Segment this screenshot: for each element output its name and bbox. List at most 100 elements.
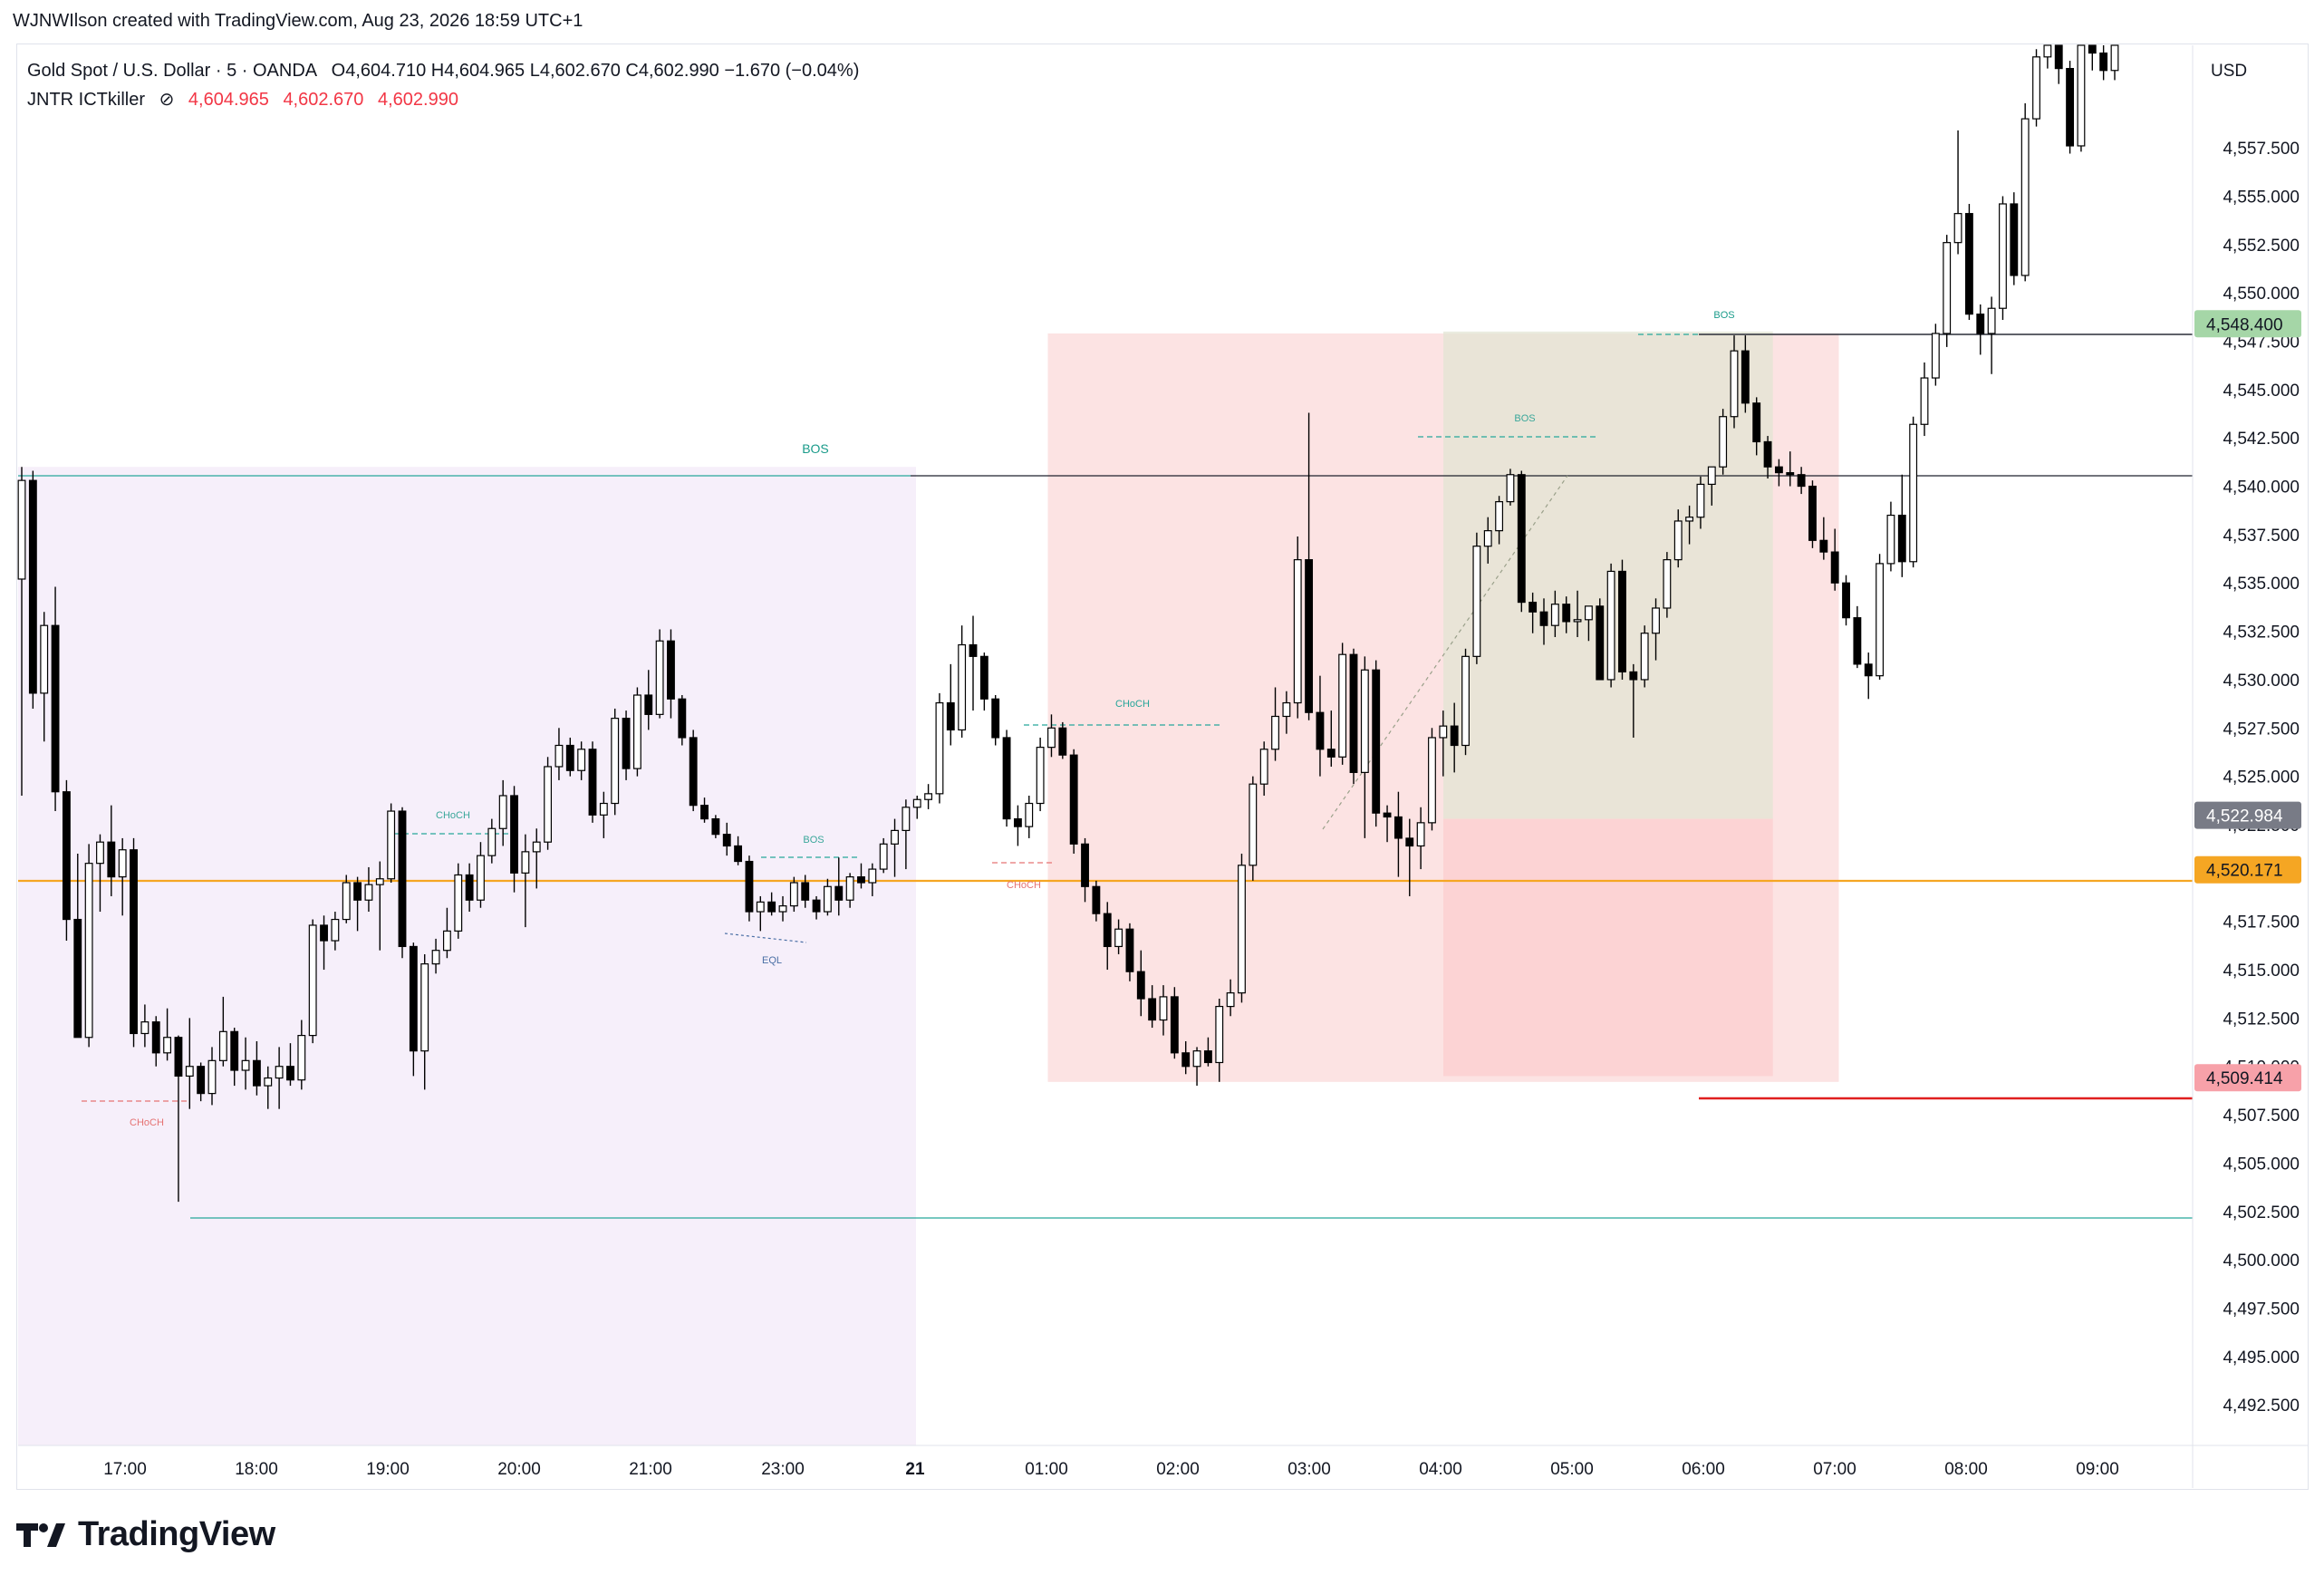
indicator-value-1: 4,604.965 bbox=[188, 90, 269, 110]
price-label-text: 4,522.984 bbox=[2206, 807, 2283, 826]
price-tick: 4,557.500 bbox=[2223, 140, 2300, 159]
candle-up bbox=[778, 905, 787, 913]
price-tick: 4,492.500 bbox=[2223, 1397, 2300, 1416]
candle-up bbox=[1707, 466, 1716, 486]
candle-up bbox=[185, 1066, 194, 1078]
candle-up bbox=[1730, 350, 1739, 418]
candle-down bbox=[588, 749, 597, 816]
price-tick: 4,517.500 bbox=[2223, 913, 2300, 933]
candle-up bbox=[1483, 530, 1492, 547]
candle-down bbox=[1741, 350, 1750, 404]
candle-up bbox=[924, 793, 933, 800]
price-tick: 4,512.500 bbox=[2223, 1010, 2300, 1029]
candle-down bbox=[1393, 816, 1403, 839]
candle-up bbox=[1428, 737, 1436, 824]
hidden-eye-icon[interactable]: ⊘ bbox=[159, 90, 175, 110]
time-tick: 17:00 bbox=[103, 1460, 147, 1479]
candle-down bbox=[1081, 843, 1089, 887]
candle-down bbox=[1596, 605, 1605, 681]
price-tick: 4,535.000 bbox=[2223, 575, 2300, 594]
candle-up bbox=[1696, 483, 1705, 518]
candle-down bbox=[1517, 474, 1526, 604]
candle-up bbox=[297, 1034, 306, 1081]
candle-down bbox=[51, 624, 60, 793]
candle-down bbox=[1830, 551, 1839, 584]
price-tick: 4,532.500 bbox=[2223, 623, 2300, 643]
chart-frame bbox=[16, 43, 2309, 1490]
indicator-name: JNTR ICTkiller bbox=[27, 90, 145, 110]
tradingview-logo[interactable]: TradingView bbox=[16, 1515, 275, 1554]
price-tick: 4,537.500 bbox=[2223, 527, 2300, 546]
candle-up bbox=[756, 901, 765, 913]
candle-up bbox=[431, 950, 440, 965]
candle-down bbox=[1372, 669, 1381, 814]
candle-up bbox=[420, 963, 429, 1052]
candle-up bbox=[140, 1021, 149, 1035]
candle-down bbox=[1349, 653, 1358, 773]
candle-up bbox=[599, 802, 608, 816]
candle-up bbox=[1114, 928, 1123, 948]
candle-up bbox=[264, 1077, 273, 1087]
candle-up bbox=[1293, 559, 1302, 704]
time-tick: 09:00 bbox=[2076, 1460, 2119, 1479]
candle-down bbox=[1203, 1050, 1212, 1064]
candle-up bbox=[1047, 727, 1056, 749]
candle-down bbox=[130, 849, 138, 1035]
symbol-row[interactable]: Gold Spot / U.S. Dollar · 5 · OANDA O4,6… bbox=[27, 56, 859, 85]
candle-up bbox=[1461, 655, 1470, 747]
price-tick: 4,502.500 bbox=[2223, 1203, 2300, 1223]
candle-down bbox=[2010, 203, 2019, 276]
time-tick: 20:00 bbox=[497, 1460, 541, 1479]
price-tick: 4,552.500 bbox=[2223, 237, 2300, 256]
candle-down bbox=[2099, 52, 2108, 72]
time-axis: 17:00 18:00 19:00 20:00 21:00 23:00 21 01:00 02:… bbox=[103, 1460, 2119, 1479]
candle-up bbox=[2043, 44, 2052, 58]
price-tick: 4,500.000 bbox=[2223, 1252, 2300, 1271]
candle-up bbox=[1338, 653, 1347, 758]
candle-down bbox=[1786, 472, 1795, 476]
trend-dotted-line bbox=[1322, 475, 1568, 830]
candle-down bbox=[1752, 402, 1761, 443]
candle-up bbox=[207, 1059, 217, 1095]
price-tick: 4,495.000 bbox=[2223, 1348, 2300, 1368]
candle-up bbox=[554, 744, 564, 768]
candle-up bbox=[454, 874, 463, 932]
symbol-title: Gold Spot / U.S. Dollar · 5 · OANDA bbox=[27, 61, 318, 81]
price-tick: 4,507.500 bbox=[2223, 1107, 2300, 1126]
candle-down bbox=[174, 1037, 183, 1078]
time-tick: 01:00 bbox=[1025, 1460, 1068, 1479]
candle-up bbox=[958, 643, 967, 731]
time-tick: 18:00 bbox=[235, 1460, 278, 1479]
currency-label[interactable]: USD bbox=[2211, 62, 2247, 81]
candle-up bbox=[96, 841, 104, 865]
candle-up bbox=[331, 918, 340, 942]
candle-up bbox=[387, 810, 396, 880]
candle-down bbox=[1405, 837, 1414, 847]
candle-up bbox=[498, 795, 507, 829]
candle-down bbox=[62, 791, 71, 921]
chart-credit: WJNWIlson created with TradingView.com, … bbox=[13, 11, 583, 31]
candle-up bbox=[118, 849, 127, 878]
zones-layer bbox=[18, 331, 1839, 1445]
candle-up bbox=[1943, 242, 1952, 334]
candle-down bbox=[409, 945, 418, 1052]
candle-down bbox=[73, 918, 82, 1039]
candle-up bbox=[1685, 517, 1694, 522]
candle-up bbox=[1953, 213, 1962, 244]
candle-up bbox=[935, 701, 944, 795]
candle-up bbox=[902, 807, 911, 831]
candle-up bbox=[1931, 333, 1940, 379]
candle-down bbox=[1629, 671, 1638, 681]
candle-up bbox=[1495, 501, 1504, 532]
price-labels-layer: 4,548.400 4,522.984 4,520.171 4,509.414 bbox=[2194, 310, 2301, 1092]
candle-down bbox=[1897, 514, 1906, 563]
candle-down bbox=[2054, 44, 2063, 70]
candle-down bbox=[1797, 474, 1806, 488]
candle-up bbox=[1606, 570, 1615, 681]
candle-up bbox=[442, 930, 451, 952]
structure-label: BOS bbox=[802, 441, 829, 456]
candle-up bbox=[1259, 749, 1268, 785]
indicator-row[interactable]: JNTR ICTkiller ⊘ 4,604.965 4,602.670 4,6… bbox=[27, 85, 859, 114]
structure-label: BOS bbox=[803, 835, 824, 846]
